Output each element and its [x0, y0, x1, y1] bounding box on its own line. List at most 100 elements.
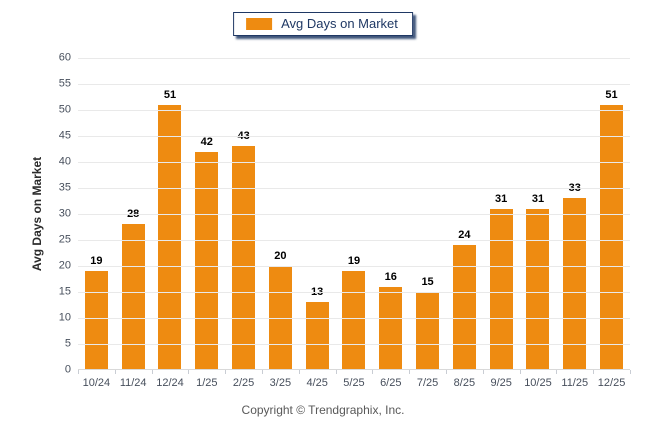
y-tick-label-50: 50 [58, 103, 71, 116]
bar-slot-12/25: 51 [593, 58, 630, 370]
gridline-45 [78, 136, 630, 137]
x-axis-tick [298, 370, 300, 374]
bar-2/25 [232, 146, 256, 370]
gridline-50 [78, 110, 630, 111]
bar-slot-10/24: 19 [78, 58, 115, 370]
x-axis-tick [151, 370, 153, 374]
bars-container: 19 28 51 42 43 20 13 19 16 15 24 31 31 33 51 [78, 58, 630, 370]
plot-area: 19 28 51 42 43 20 13 19 16 15 24 31 31 33 51 0 5 10 15 20 2… [59, 52, 631, 375]
bar-9/25 [489, 208, 513, 370]
bar-value-10/25: 31 [531, 192, 545, 205]
bar-value-8/25: 24 [458, 229, 471, 242]
y-tick-label-60: 60 [58, 51, 71, 64]
x-axis-tick [225, 370, 227, 374]
bar-value-12/25: 51 [605, 88, 618, 101]
x-tick-label-11/24: 11/24 [119, 377, 147, 389]
x-axis-tick [78, 370, 79, 374]
bar-slot-8/25: 24 [446, 58, 483, 370]
gridline-25 [78, 240, 630, 241]
gridline-35 [78, 188, 630, 189]
bar-slot-12/24: 51 [152, 58, 189, 370]
bar-value-9/25: 31 [495, 192, 508, 205]
y-tick-label-45: 45 [58, 129, 71, 142]
bar-12/25 [600, 104, 624, 370]
gridline-55 [78, 84, 630, 85]
x-tick-label-10/25: 10/25 [524, 377, 552, 389]
x-axis-tick [372, 370, 374, 374]
bar-value-10/24: 19 [90, 255, 103, 268]
bar-7/25 [416, 292, 440, 370]
bar-slot-2/25: 43 [225, 58, 262, 370]
gridline-30 [78, 214, 630, 215]
legend-label: Avg Days on Market [281, 16, 398, 31]
x-tick-label-11/25: 11/25 [561, 377, 589, 389]
bar-value-6/25: 16 [384, 270, 397, 283]
gridline-60 [78, 58, 630, 59]
x-tick-label-12/25: 12/25 [597, 377, 626, 389]
bar-4/25 [305, 302, 329, 370]
bar-6/25 [379, 286, 403, 370]
gridline-5 [78, 344, 630, 345]
y-tick-label-55: 55 [58, 77, 71, 90]
y-tick-label-10: 10 [58, 311, 71, 324]
y-tick-label-0: 0 [64, 363, 71, 376]
x-axis-tick [519, 370, 521, 374]
bar-value-7/25: 15 [421, 276, 434, 288]
x-tick-label-7/25: 7/25 [416, 377, 439, 389]
x-tick-label-8/25: 8/25 [453, 377, 476, 389]
x-axis-tick [556, 370, 558, 374]
bar-value-12/24: 51 [163, 88, 177, 101]
bar-slot-7/25: 15 [409, 58, 446, 370]
x-axis-tick [409, 370, 411, 374]
y-tick-label-25: 25 [58, 233, 71, 246]
x-tick-label-6/25: 6/25 [380, 377, 402, 389]
bar-slot-5/25: 19 [336, 58, 373, 370]
gridline-40 [78, 162, 630, 163]
bar-12/24 [158, 104, 182, 370]
bar-5/25 [342, 271, 366, 370]
bar-value-5/25: 19 [347, 255, 361, 268]
y-tick-label-5: 5 [64, 337, 71, 350]
bar-value-3/25: 20 [274, 250, 287, 262]
bar-value-1/25: 42 [200, 135, 213, 148]
y-tick-label-40: 40 [58, 155, 71, 168]
x-tick-label-5/25: 5/25 [343, 377, 365, 389]
copyright-text: Copyright © Trendgraphix, Inc. [241, 403, 405, 417]
x-tick-label-9/25: 9/25 [490, 377, 512, 389]
bar-8/25 [452, 245, 476, 370]
y-axis-title: Avg Days on Market [30, 156, 44, 272]
bar-11/25 [563, 198, 587, 370]
x-tick-label-2/25: 2/25 [232, 377, 255, 389]
bar-slot-9/25: 31 [483, 58, 520, 370]
gridline-20 [78, 266, 630, 267]
bar-1/25 [195, 151, 219, 370]
y-tick-label-15: 15 [58, 285, 71, 298]
x-axis-tick [335, 370, 337, 374]
x-axis-tick [188, 370, 190, 374]
bar-10/24 [84, 271, 108, 370]
x-axis-tick [262, 370, 263, 374]
bar-slot-10/25: 31 [520, 58, 557, 370]
bar-10/25 [526, 208, 550, 370]
y-tick-label-20: 20 [58, 259, 71, 272]
bar-slot-6/25: 16 [372, 58, 409, 370]
x-axis-tick [593, 370, 595, 374]
x-axis-tick [482, 370, 484, 374]
x-axis-tick [114, 370, 116, 374]
gridline-10 [78, 318, 630, 319]
x-axis-labels: 10/24 11/24 12/24 1/25 2/25 3/25 4/25 5/25 6/25 7… [78, 376, 630, 390]
x-axis-tick [446, 370, 447, 374]
x-tick-label-3/25: 3/25 [269, 377, 292, 389]
legend-swatch-icon [246, 18, 273, 30]
bar-11/24 [121, 224, 145, 370]
bar-slot-1/25: 42 [188, 58, 225, 370]
y-tick-label-35: 35 [58, 181, 71, 194]
y-tick-label-30: 30 [58, 207, 71, 220]
gridline-0 [78, 369, 630, 370]
x-tick-label-1/25: 1/25 [196, 377, 218, 389]
gridline-15 [78, 292, 630, 293]
x-tick-label-10/24: 10/24 [82, 377, 111, 389]
x-tick-label-4/25: 4/25 [306, 377, 328, 389]
legend: Avg Days on Market [233, 12, 413, 36]
